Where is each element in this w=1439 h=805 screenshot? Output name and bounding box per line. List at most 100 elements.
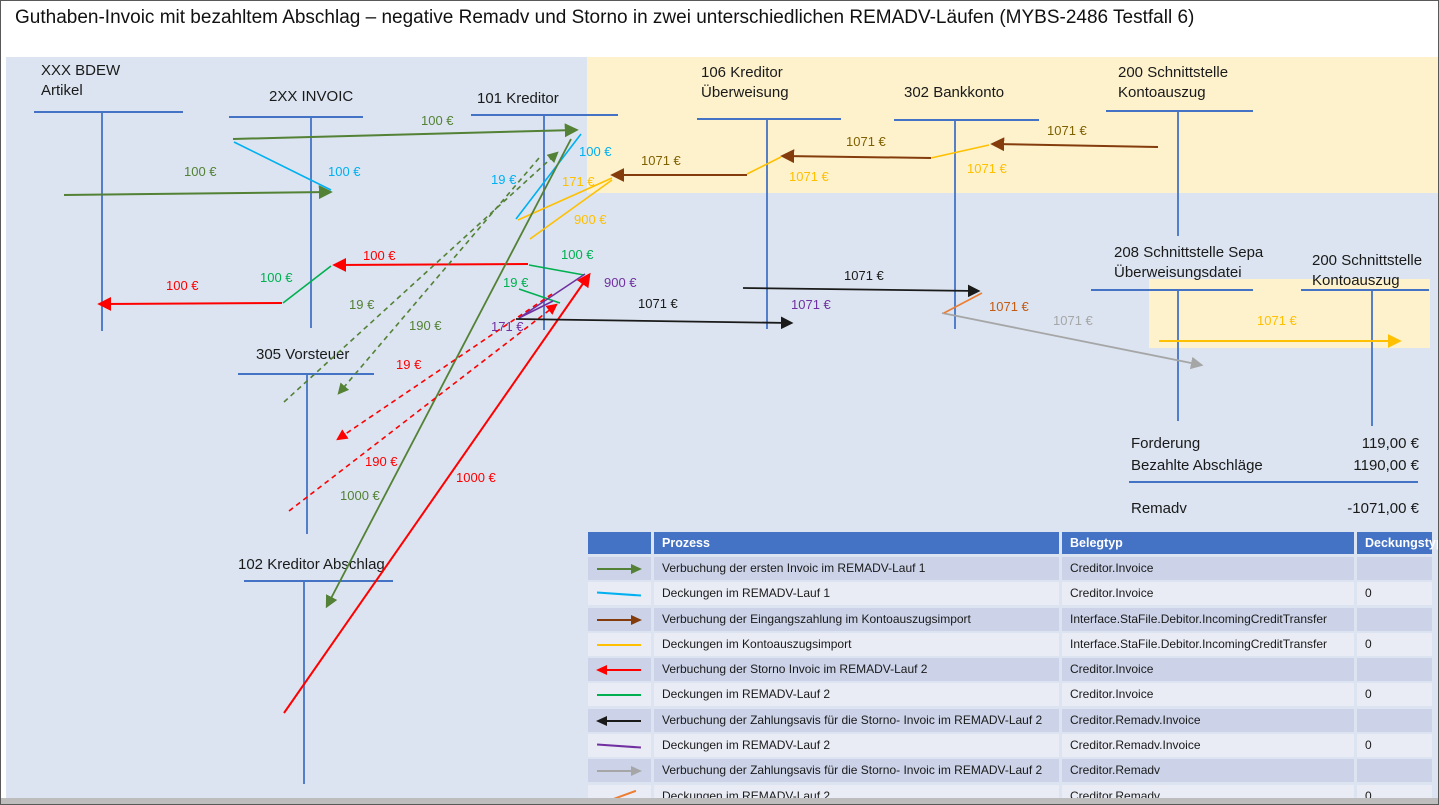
legend-process-cell: Deckungen im REMADV-Lauf 2 (654, 734, 1059, 758)
legend-deckungstyp-cell: 0 (1357, 632, 1432, 656)
legend-deckungstyp-cell (1357, 557, 1432, 580)
amount-label: 1071 € (1047, 123, 1087, 138)
legend-table: Prozess Belegtyp Deckungstyp Verbuchung … (588, 532, 1438, 804)
t-account-horizontal-line (1106, 110, 1253, 112)
legend-arrow-icon (596, 690, 642, 700)
legend-arrow-icon (596, 739, 643, 752)
legend-process-cell: Verbuchung der Zahlungsavis für die Stor… (654, 708, 1059, 732)
legend-icon-cell (588, 683, 651, 707)
legend-process-cell: Deckungen im Kontoauszugsimport (654, 632, 1059, 656)
t-account-horizontal-line (697, 118, 841, 120)
legend-arrow-icon (596, 640, 642, 650)
legend-arrow-icon (596, 766, 642, 777)
legend-belegtyp-cell: Interface.StaFile.Debitor.IncomingCredit… (1062, 632, 1354, 656)
t-account-vertical-line (766, 120, 768, 329)
amount-label: 900 € (604, 275, 637, 290)
legend-arrow-icon (596, 614, 642, 625)
t-account-vertical-line (1371, 291, 1373, 426)
legend-icon-cell (588, 632, 651, 656)
summary-value-abschlaege: 1190,00 € (1353, 457, 1419, 474)
t-account-label: 200 Schnittstelle Kontoauszug (1118, 64, 1229, 101)
legend-icon-cell (588, 557, 651, 580)
legend-header-deckungstyp: Deckungstyp (1357, 532, 1438, 554)
t-account-label: XXX BDEW Artikel (41, 62, 121, 99)
summary-label-remadv: Remadv (1131, 500, 1187, 517)
t-account-horizontal-line (34, 111, 183, 113)
legend-header-icon (588, 532, 651, 554)
t-account-label: 200 Schnittstelle Kontoauszug (1312, 252, 1423, 289)
legend-belegtyp-cell: Creditor.Invoice (1062, 658, 1354, 682)
legend-belegtyp-cell: Creditor.Invoice (1062, 683, 1354, 707)
summary-value-remadv: -1071,00 € (1347, 500, 1419, 517)
amount-label: 1071 € (791, 297, 831, 312)
summary-label-abschlaege: Bezahlte Abschläge (1131, 457, 1263, 474)
legend-row: Verbuchung der ersten Invoic im REMADV-L… (588, 557, 1433, 580)
legend-belegtyp-cell: Creditor.Invoice (1062, 582, 1354, 606)
legend-deckungstyp-cell: 0 (1357, 683, 1432, 707)
summary-value-forderung: 119,00 € (1361, 435, 1419, 452)
legend-process-cell: Verbuchung der ersten Invoic im REMADV-L… (654, 557, 1059, 580)
legend-row: Deckungen im Kontoauszugsimport Interfac… (588, 632, 1433, 656)
t-account-horizontal-line (471, 114, 618, 116)
legend-process-cell: Verbuchung der Storno Invoic im REMADV-L… (654, 658, 1059, 682)
t-account-label: 302 Bankkonto (904, 84, 1005, 101)
legend-deckungstyp-cell (1357, 708, 1432, 732)
legend-arrow-icon (596, 564, 642, 574)
legend-row: Verbuchung der Zahlungsavis für die Stor… (588, 708, 1433, 732)
t-account-vertical-line (954, 121, 956, 329)
t-account-label: 208 Schnittstelle Sepa Überweisungsdatei (1114, 244, 1264, 281)
amount-label: 100 € (166, 278, 199, 293)
legend-belegtyp-cell: Interface.StaFile.Debitor.IncomingCredit… (1062, 607, 1354, 631)
amount-label: 1071 € (638, 296, 678, 311)
legend-arrow-icon (596, 715, 642, 726)
amount-label: 1071 € (967, 161, 1007, 176)
legend-row: Verbuchung der Eingangszahlung im Kontoa… (588, 607, 1433, 631)
legend-row: Deckungen im REMADV-Lauf 2 Creditor.Invo… (588, 683, 1433, 707)
amount-label: 1071 € (846, 134, 886, 149)
t-account-label: 106 Kreditor Überweisung (701, 64, 789, 101)
t-account-horizontal-line (894, 119, 1039, 121)
amount-label: 100 € (421, 113, 454, 128)
t-account-vertical-line (101, 113, 103, 331)
t-account-horizontal-line (229, 116, 363, 118)
page-title: Guthaben-Invoic mit bezahltem Abschlag –… (15, 7, 1195, 28)
legend-row: Verbuchung der Zahlungsavis für die Stor… (588, 759, 1433, 783)
amount-label: 100 € (579, 144, 612, 159)
legend-arrow-icon (596, 665, 642, 676)
legend-process-cell: Deckungen im REMADV-Lauf 2 (654, 683, 1059, 707)
legend-belegtyp-cell: Creditor.Remadv.Invoice (1062, 708, 1354, 732)
legend-deckungstyp-cell: 0 (1357, 734, 1432, 758)
t-account-label: 101 Kreditor (477, 90, 559, 107)
window-bottom-strip (1, 798, 1438, 804)
legend-header-belegtyp: Belegtyp (1062, 532, 1354, 554)
legend-arrow-icon (596, 588, 643, 601)
legend-icon-cell (588, 734, 651, 758)
amount-label: 1071 € (789, 169, 829, 184)
legend-icon-cell (588, 607, 651, 631)
legend-deckungstyp-cell (1357, 759, 1432, 783)
legend-icon-cell (588, 582, 651, 606)
legend-row: Verbuchung der Storno Invoic im REMADV-L… (588, 658, 1433, 682)
amount-label: 1071 € (641, 153, 681, 168)
legend-process-cell: Verbuchung der Eingangszahlung im Kontoa… (654, 607, 1059, 631)
legend-deckungstyp-cell: 0 (1357, 582, 1432, 606)
amount-label: 100 € (184, 164, 217, 179)
legend-belegtyp-cell: Creditor.Remadv.Invoice (1062, 734, 1354, 758)
legend-icon-cell (588, 759, 651, 783)
legend-process-cell: Verbuchung der Zahlungsavis für die Stor… (654, 759, 1059, 783)
t-account-vertical-line (1177, 112, 1179, 236)
legend-icon-cell (588, 658, 651, 682)
amount-label: 1071 € (844, 268, 884, 283)
legend-belegtyp-cell: Creditor.Invoice (1062, 557, 1354, 580)
summary-divider-line (1129, 481, 1418, 483)
legend-belegtyp-cell: Creditor.Remadv (1062, 759, 1354, 783)
t-account-horizontal-line (1301, 289, 1429, 291)
legend-deckungstyp-cell (1357, 607, 1432, 631)
legend-process-cell: Deckungen im REMADV-Lauf 1 (654, 582, 1059, 606)
amount-label: 1071 € (1257, 313, 1297, 328)
t-account-horizontal-line (1091, 289, 1253, 291)
summary-label-forderung: Forderung (1131, 435, 1201, 452)
background-yellow-top-region (587, 57, 1438, 193)
amount-label: 1071 € (989, 299, 1029, 314)
